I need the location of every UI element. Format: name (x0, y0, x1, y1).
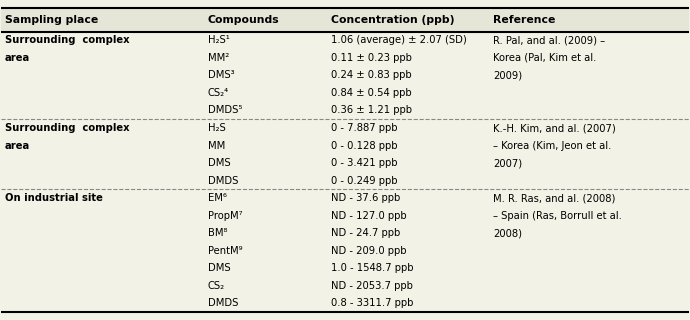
Text: EM⁶: EM⁶ (208, 193, 226, 203)
Text: ND - 209.0 ppb: ND - 209.0 ppb (331, 246, 407, 256)
Text: 0 - 0.128 ppb: 0 - 0.128 ppb (331, 140, 397, 151)
Text: R. Pal, and al. (2009) –: R. Pal, and al. (2009) – (493, 35, 605, 45)
Text: CS₂: CS₂ (208, 281, 225, 291)
Text: Concentration (ppb): Concentration (ppb) (331, 15, 455, 25)
Text: 0.24 ± 0.83 ppb: 0.24 ± 0.83 ppb (331, 70, 412, 80)
Text: MM: MM (208, 140, 225, 151)
Text: 2008): 2008) (493, 228, 522, 238)
Text: 0.8 - 3311.7 ppb: 0.8 - 3311.7 ppb (331, 299, 413, 308)
Text: Surrounding  complex: Surrounding complex (5, 123, 130, 133)
Text: 0 - 0.249 ppb: 0 - 0.249 ppb (331, 176, 397, 186)
Text: PropM⁷: PropM⁷ (208, 211, 242, 221)
Text: 0 - 7.887 ppb: 0 - 7.887 ppb (331, 123, 397, 133)
Text: 0.11 ± 0.23 ppb: 0.11 ± 0.23 ppb (331, 53, 412, 63)
Text: 1.0 - 1548.7 ppb: 1.0 - 1548.7 ppb (331, 263, 414, 273)
Text: – Spain (Ras, Borrull et al.: – Spain (Ras, Borrull et al. (493, 211, 622, 221)
Text: DMS: DMS (208, 263, 230, 273)
Text: area: area (5, 140, 30, 151)
Text: CS₂⁴: CS₂⁴ (208, 88, 228, 98)
Text: 0 - 3.421 ppb: 0 - 3.421 ppb (331, 158, 397, 168)
Text: Surrounding  complex: Surrounding complex (5, 35, 130, 45)
Text: – Korea (Kim, Jeon et al.: – Korea (Kim, Jeon et al. (493, 140, 611, 151)
Text: 2009): 2009) (493, 70, 522, 80)
Text: ND - 2053.7 ppb: ND - 2053.7 ppb (331, 281, 413, 291)
Text: H₂S¹: H₂S¹ (208, 35, 229, 45)
Bar (1, 8, 689, 32)
Text: DMS³: DMS³ (208, 70, 234, 80)
Text: DMDS: DMDS (208, 176, 238, 186)
Text: ND - 127.0 ppb: ND - 127.0 ppb (331, 211, 407, 221)
Text: Korea (Pal, Kim et al.: Korea (Pal, Kim et al. (493, 53, 596, 63)
Text: DMDS⁵: DMDS⁵ (208, 106, 242, 116)
Text: M. R. Ras, and al. (2008): M. R. Ras, and al. (2008) (493, 193, 615, 203)
Text: BM⁸: BM⁸ (208, 228, 227, 238)
Text: On industrial site: On industrial site (5, 193, 103, 203)
Text: ND - 24.7 ppb: ND - 24.7 ppb (331, 228, 400, 238)
Text: Compounds: Compounds (208, 15, 279, 25)
Text: Reference: Reference (493, 15, 555, 25)
Text: 2007): 2007) (493, 158, 522, 168)
Text: K.-H. Kim, and al. (2007): K.-H. Kim, and al. (2007) (493, 123, 615, 133)
Text: 1.06 (average) ± 2.07 (SD): 1.06 (average) ± 2.07 (SD) (331, 35, 467, 45)
Text: 0.36 ± 1.21 ppb: 0.36 ± 1.21 ppb (331, 106, 412, 116)
Text: Sampling place: Sampling place (5, 15, 98, 25)
Text: area: area (5, 53, 30, 63)
Text: DMS: DMS (208, 158, 230, 168)
Text: DMDS: DMDS (208, 299, 238, 308)
Text: 0.84 ± 0.54 ppb: 0.84 ± 0.54 ppb (331, 88, 412, 98)
Text: ND - 37.6 ppb: ND - 37.6 ppb (331, 193, 400, 203)
Text: MM²: MM² (208, 53, 229, 63)
Text: H₂S: H₂S (208, 123, 226, 133)
Text: PentM⁹: PentM⁹ (208, 246, 242, 256)
